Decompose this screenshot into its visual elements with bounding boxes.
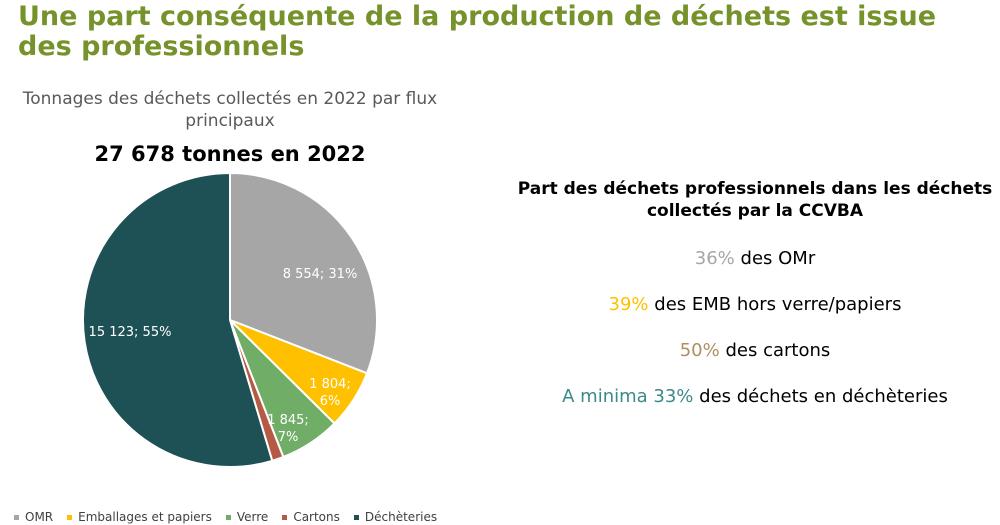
data-label: 1 804; 6%	[309, 377, 351, 409]
legend-item: Emballages et papiers	[67, 510, 212, 524]
legend-item: OMR	[14, 510, 53, 524]
pie-slice-omr	[229, 171, 378, 375]
stat-text: des OMr	[734, 248, 816, 269]
stat-highlight: A minima 33%	[562, 386, 694, 407]
legend-label: Déchèteries	[364, 510, 438, 524]
legend-swatch	[14, 514, 19, 520]
slide-title: Une part conséquente de la production de…	[18, 1, 937, 62]
stat-text: des EMB hors verre/papiers	[648, 294, 902, 315]
professional-share-panel: Part des déchets professionnels dans les…	[515, 178, 995, 432]
data-label: 8 554; 31%	[283, 267, 358, 282]
stat-line: 39% des EMB hors verre/papiers	[515, 294, 995, 316]
legend-label: Verre	[236, 510, 269, 524]
stat-highlight: 50%	[679, 340, 720, 361]
data-label: 15 123; 55%	[89, 325, 172, 340]
legend-swatch	[67, 514, 73, 520]
stat-highlight: 36%	[694, 248, 735, 269]
stat-highlight: 39%	[608, 294, 649, 315]
chart-total-label: 27 678 tonnes en 2022	[94, 142, 366, 166]
legend-label: OMR	[25, 510, 54, 524]
legend-swatch	[353, 514, 359, 520]
stats-list: 36% des OMr 39% des EMB hors verre/papier…	[515, 248, 995, 408]
legend-item: Déchèteries	[353, 510, 438, 524]
legend-swatch	[225, 514, 231, 520]
chart-title: Tonnages des déchets collectés en 2022 p…	[22, 89, 438, 131]
legend-item: Cartons	[282, 510, 340, 524]
stat-text: des cartons	[719, 340, 831, 361]
stat-line: 50% des cartons	[515, 340, 995, 362]
legend-label: Cartons	[293, 510, 340, 524]
legend-item: Verre	[225, 510, 269, 524]
panel-heading: Part des déchets professionnels dans les…	[517, 179, 993, 221]
data-label: 1 845; 7%	[267, 413, 309, 445]
stat-text: des déchets en déchèteries	[693, 386, 948, 407]
stat-line: A minima 33% des déchets en déchèteries	[515, 386, 995, 408]
chart-legend: OMR Emballages et papiers Verre Cartons Déch…	[14, 510, 437, 524]
legend-swatch	[282, 514, 288, 520]
stat-line: 36% des OMr	[515, 248, 995, 270]
pie-slice-d-ch-teries	[82, 171, 274, 468]
legend-label: Emballages et papiers	[78, 510, 212, 524]
